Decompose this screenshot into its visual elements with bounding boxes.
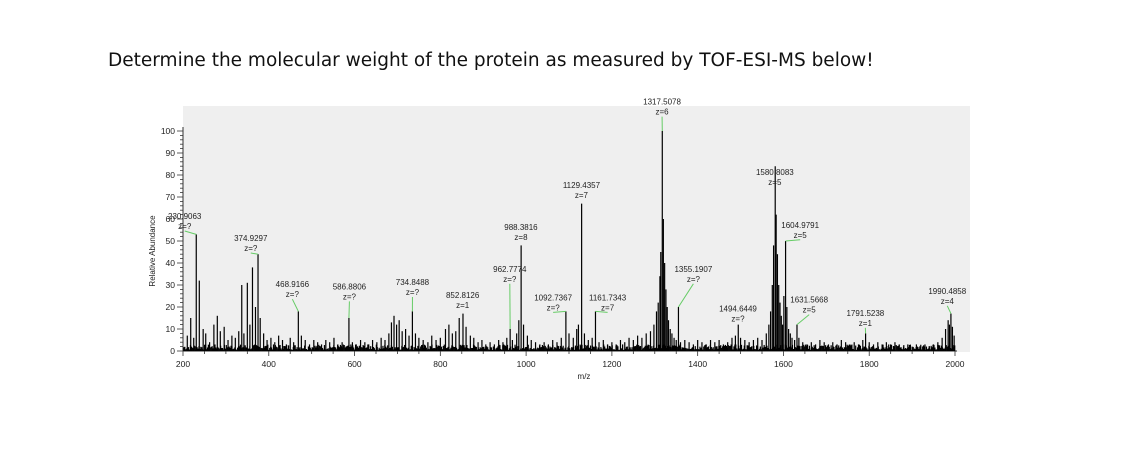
peak-mz-label: 374.9297: [234, 234, 268, 243]
peak-mz-label: 468.9166: [276, 280, 310, 289]
spectrum-peaks: [183, 131, 956, 351]
x-tick-label: 1800: [860, 359, 879, 369]
y-tick-label: 30: [166, 280, 176, 290]
y-tick-label: 40: [166, 258, 176, 268]
peak-leader-line: [553, 310, 566, 313]
peak-charge-label: z=?: [244, 244, 258, 253]
x-tick-label: 1600: [774, 359, 793, 369]
y-tick-label: 100: [161, 126, 175, 136]
x-tick-label: 2000: [946, 359, 965, 369]
x-tick-label: 1400: [688, 359, 707, 369]
peak-leader-line: [291, 298, 299, 312]
peak-labels: 230.9063z=?374.9297z=?468.9166z=?586.880…: [168, 98, 967, 334]
peak-mz-label: 1161.7343: [589, 293, 627, 302]
y-tick-label: 50: [166, 236, 176, 246]
peak-mz-label: 734.8488: [396, 278, 430, 287]
x-tick-label: 800: [433, 359, 447, 369]
peak-charge-label: z=7: [575, 191, 589, 200]
x-tick-label: 200: [176, 359, 190, 369]
peak-leader-line: [678, 283, 694, 308]
y-axis-title: Relative Abundance: [148, 215, 157, 287]
peak-mz-label: 1317.5078: [643, 98, 681, 107]
peak-mz-label: 230.9063: [168, 212, 202, 221]
y-tick-label: 60: [166, 214, 176, 224]
peak-leader-line: [796, 314, 810, 325]
peak-charge-label: z=?: [687, 275, 701, 284]
peak-charge-label: z=?: [286, 290, 300, 299]
peak-charge-label: z=?: [406, 288, 420, 297]
peak-charge-label: z=5: [803, 306, 817, 315]
peak-leader-line: [785, 239, 801, 242]
peak-charge-label: z=8: [514, 233, 528, 242]
peak-charge-label: z=5: [794, 231, 808, 240]
y-tick-label: 10: [166, 324, 176, 334]
peak-mz-label: 962.7774: [493, 265, 527, 274]
peak-mz-label: 1990.4858: [928, 287, 966, 296]
peak-charge-label: z=?: [547, 303, 561, 312]
peak-mz-label: 1791.5238: [846, 309, 884, 318]
peak-charge-label: z=?: [731, 314, 745, 323]
peak-charge-label: z=5: [768, 178, 782, 187]
x-tick-label: 1000: [517, 359, 536, 369]
peak-charge-label: z=1: [456, 301, 470, 310]
peak-mz-label: 586.8806: [333, 282, 367, 291]
y-tick-label: 80: [166, 170, 176, 180]
x-tick-label: 400: [262, 359, 276, 369]
x-tick-label: 600: [347, 359, 361, 369]
peak-mz-label: 1604.9791: [781, 221, 819, 230]
peak-mz-label: 1494.6449: [719, 304, 757, 313]
peak-charge-label: z=1: [859, 319, 873, 328]
plot-background: [183, 106, 970, 352]
peak-mz-label: 1631.5668: [790, 296, 828, 305]
peak-mz-label: 1092.7367: [534, 293, 572, 302]
peak-charge-label: z=?: [178, 222, 192, 231]
peak-charge-label: z=6: [656, 108, 670, 117]
peak-leader-line: [184, 230, 197, 235]
peak-leader-line: [595, 310, 608, 313]
peak-mz-label: 1580.8083: [756, 168, 794, 177]
y-tick-label: 70: [166, 192, 176, 202]
peak-charge-label: z=4: [941, 297, 955, 306]
peak-mz-label: 988.3816: [504, 223, 538, 232]
peak-charge-label: z=7: [601, 303, 615, 312]
peak-leader-line: [946, 305, 952, 314]
peak-mz-label: 1355.1907: [674, 265, 712, 274]
peak-leader-line: [250, 252, 259, 255]
y-tick-label: 0: [170, 346, 175, 356]
x-tick-label: 1200: [602, 359, 621, 369]
y-tick-label: 90: [166, 148, 176, 158]
peak-mz-label: 1129.4357: [563, 181, 601, 190]
y-tick-label: 20: [166, 302, 176, 312]
peak-charge-label: z=?: [503, 275, 517, 284]
x-axis-title: m/z: [578, 372, 591, 381]
peak-charge-label: z=?: [343, 292, 357, 301]
question-text: Determine the molecular weight of the pr…: [108, 50, 874, 71]
peak-mz-label: 852.8126: [446, 291, 480, 300]
